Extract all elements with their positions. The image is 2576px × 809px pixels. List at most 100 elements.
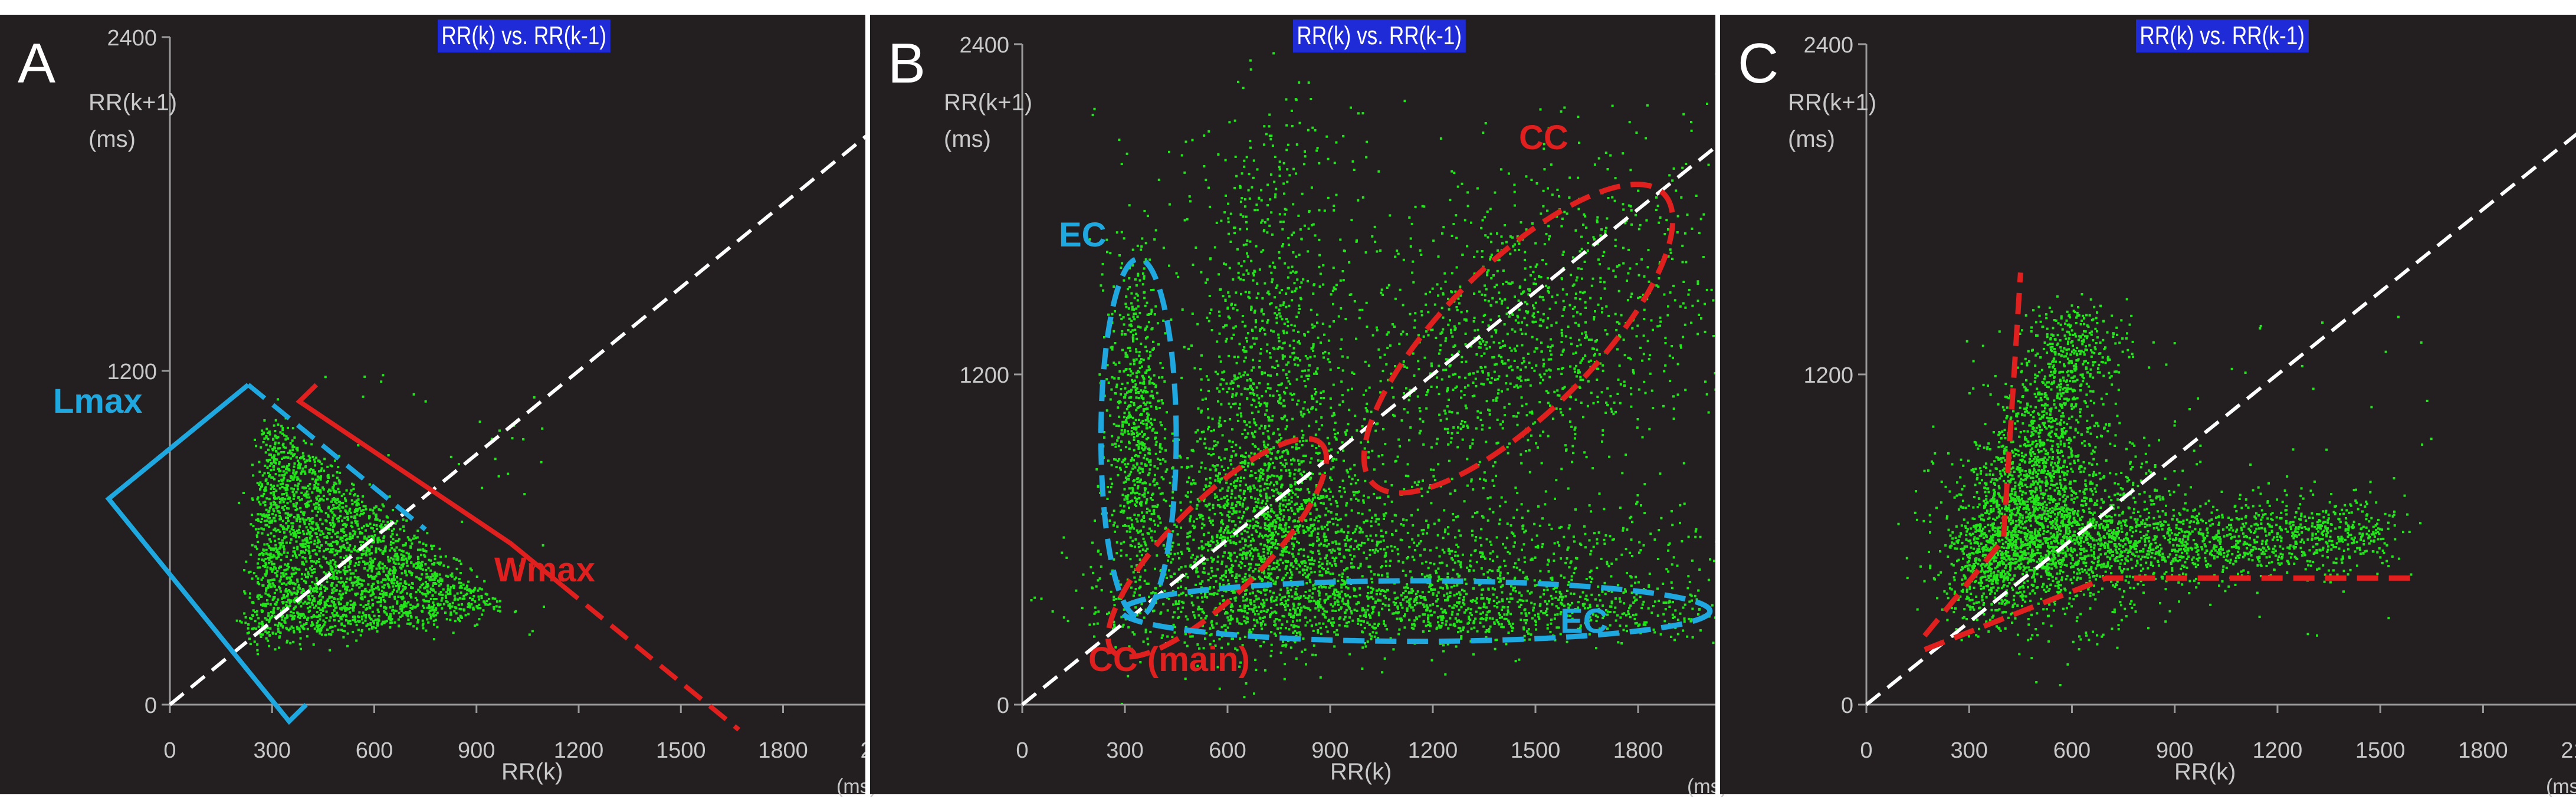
data-point [280, 553, 283, 556]
data-point [1506, 388, 1509, 391]
data-point [331, 528, 334, 531]
data-point [1476, 250, 1479, 253]
data-point [1511, 312, 1514, 315]
data-point [1616, 348, 1619, 351]
data-point [1567, 325, 1570, 328]
data-point [297, 496, 300, 499]
data-point [268, 517, 271, 519]
data-point [257, 562, 259, 565]
data-point [463, 597, 465, 600]
data-point [1250, 470, 1253, 472]
data-point [393, 582, 396, 585]
data-point [1306, 498, 1309, 501]
data-point [290, 487, 293, 490]
data-point [341, 519, 344, 522]
data-point [299, 600, 302, 603]
data-point [1572, 352, 1575, 355]
data-point [504, 577, 507, 580]
data-point [1496, 269, 1499, 272]
data-point [281, 614, 284, 617]
data-point [1669, 248, 1672, 251]
data-point [344, 547, 347, 550]
data-point [1241, 558, 1244, 560]
data-point [296, 476, 299, 479]
data-point [370, 585, 373, 587]
data-point [310, 569, 313, 571]
data-point [397, 618, 400, 621]
data-point [313, 583, 316, 586]
data-point [1305, 500, 1308, 503]
data-point [478, 420, 481, 423]
data-point [293, 550, 296, 553]
data-point [390, 582, 393, 585]
data-point [1275, 603, 1278, 606]
data-point [317, 615, 320, 618]
data-point [1188, 550, 1191, 552]
data-point [1586, 404, 1589, 407]
data-point [325, 610, 328, 613]
data-point [1265, 453, 1268, 456]
data-point [1267, 463, 1270, 466]
data-point [1328, 488, 1331, 490]
data-point [1274, 538, 1277, 541]
data-point [1681, 166, 1684, 169]
data-point [1568, 420, 1571, 423]
data-point [285, 517, 288, 519]
data-point [1341, 400, 1344, 403]
data-point [288, 589, 290, 592]
data-point [399, 605, 402, 608]
data-point [1329, 491, 1332, 493]
data-point [1294, 468, 1297, 471]
data-point [274, 603, 277, 606]
data-point [346, 608, 349, 611]
data-point [372, 591, 374, 594]
data-point [299, 507, 302, 509]
data-point [316, 545, 319, 548]
data-point [1216, 535, 1219, 538]
data-point [1223, 624, 1226, 627]
data-point [1288, 469, 1291, 472]
data-point [346, 588, 348, 591]
data-point [294, 571, 297, 574]
data-point [280, 565, 283, 568]
data-point [1312, 629, 1315, 632]
data-point [336, 476, 339, 479]
data-point [439, 583, 442, 586]
data-point [324, 606, 327, 609]
data-point [1366, 402, 1369, 405]
data-point [1252, 510, 1255, 513]
data-point [265, 435, 268, 438]
data-point [1507, 172, 1510, 175]
data-point [310, 560, 313, 563]
data-point [1347, 525, 1350, 528]
data-point [375, 587, 378, 590]
data-point [1377, 348, 1380, 351]
data-point [1302, 471, 1305, 473]
data-point [273, 555, 276, 558]
data-point [1525, 310, 1528, 313]
data-point [419, 548, 422, 551]
data-point [272, 568, 275, 571]
data-point [432, 601, 435, 604]
data-point [1484, 294, 1486, 297]
data-point [389, 613, 392, 616]
data-point [1326, 630, 1329, 633]
data-point [289, 442, 292, 445]
data-point [279, 501, 282, 504]
data-point [1221, 539, 1224, 542]
data-point [421, 610, 423, 612]
data-point [374, 619, 377, 621]
data-point [1413, 326, 1416, 329]
data-point [330, 596, 333, 598]
data-point [346, 601, 349, 604]
data-point [1254, 501, 1257, 504]
data-point [1299, 472, 1302, 475]
data-point [1452, 512, 1454, 515]
data-point [419, 590, 422, 593]
data-point [244, 616, 247, 619]
data-point [1257, 448, 1260, 450]
data-point [313, 571, 316, 574]
data-point [332, 521, 334, 524]
data-point [353, 615, 356, 618]
data-point [250, 617, 253, 620]
